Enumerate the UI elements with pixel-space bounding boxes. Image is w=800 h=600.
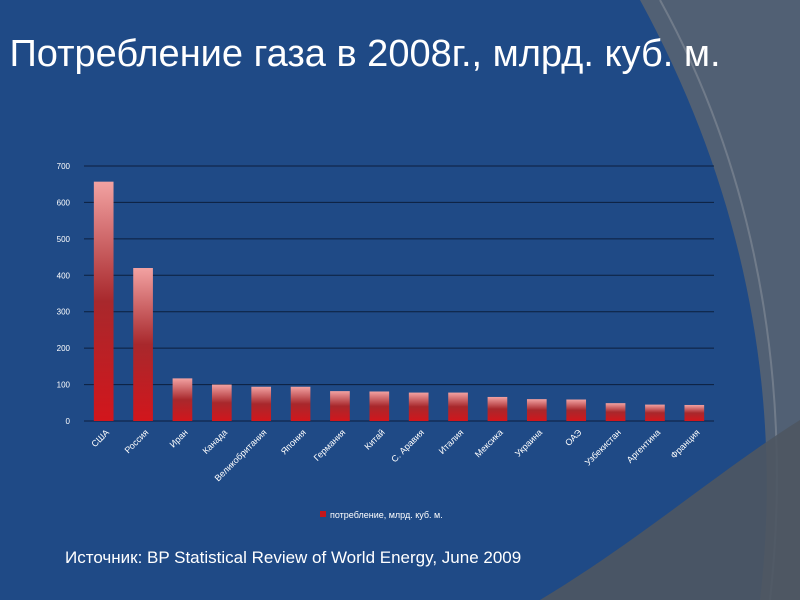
y-tick-label: 200	[57, 344, 71, 353]
source-note: Источник: BP Statistical Review of World…	[65, 548, 522, 567]
slide-title: Потребление газа в 2008г., млрд. куб. м.	[9, 33, 721, 75]
bar	[408, 392, 429, 421]
x-tick-label: Аргентина	[625, 427, 663, 465]
x-tick-label: Япония	[279, 427, 308, 456]
bar	[605, 403, 626, 421]
y-tick-label: 600	[57, 198, 71, 207]
y-tick-label: 300	[57, 308, 71, 317]
bar	[211, 384, 232, 421]
bar	[526, 399, 547, 421]
legend-swatch	[320, 511, 326, 517]
x-tick-label: Канада	[201, 427, 230, 456]
bar	[290, 386, 311, 421]
y-tick-label: 700	[57, 162, 71, 171]
bar	[93, 181, 114, 421]
x-tick-label: Китай	[362, 427, 386, 451]
bar	[330, 391, 350, 421]
bar	[566, 399, 587, 421]
y-tick-label: 0	[66, 417, 71, 426]
x-tick-label: Украина	[513, 427, 544, 458]
bar	[684, 404, 705, 421]
legend-label: потребление, млрд. куб. м.	[330, 510, 443, 520]
bar	[645, 404, 665, 421]
x-tick-label: Узбекистан	[583, 427, 623, 467]
chart-legend: потребление, млрд. куб. м.	[320, 510, 443, 520]
x-tick-label: Германия	[312, 427, 348, 463]
bar	[133, 268, 153, 421]
x-tick-label: Россия	[123, 427, 151, 455]
x-tick-label: ОАЭ	[563, 427, 584, 448]
bar	[369, 391, 390, 421]
x-tick-label: С. Аравия	[389, 427, 426, 464]
y-tick-label: 500	[57, 235, 71, 244]
x-tick-label: Мексика	[473, 427, 505, 459]
bar	[487, 396, 508, 421]
y-tick-label: 100	[57, 381, 71, 390]
y-tick-label: 400	[57, 271, 71, 280]
x-tick-label: Италия	[437, 427, 466, 456]
bar	[448, 392, 468, 421]
bar	[251, 386, 272, 421]
bar	[172, 378, 193, 421]
x-tick-label: США	[89, 427, 111, 449]
x-tick-label: Франция	[669, 427, 702, 460]
x-tick-label: Иран	[168, 427, 190, 449]
